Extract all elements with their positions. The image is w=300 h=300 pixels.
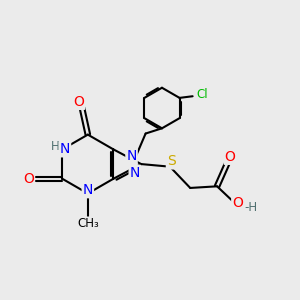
Text: Cl: Cl [196, 88, 208, 101]
Text: N: N [130, 166, 140, 180]
Text: O: O [73, 95, 84, 109]
Text: N: N [60, 142, 70, 156]
Text: H: H [51, 140, 59, 153]
Text: O: O [232, 196, 243, 210]
Text: -H: -H [245, 201, 258, 214]
Text: N: N [83, 183, 93, 197]
Text: S: S [167, 154, 176, 169]
Text: O: O [225, 150, 236, 164]
Text: CH₃: CH₃ [77, 218, 99, 230]
Text: N: N [126, 149, 137, 164]
Text: O: O [23, 172, 34, 186]
